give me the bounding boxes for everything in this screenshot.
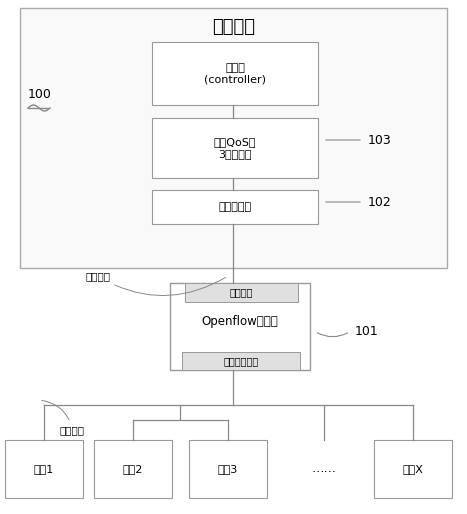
Text: 101: 101 [355,325,379,338]
Text: 100: 100 [28,88,52,101]
Text: Openflow交换机: Openflow交换机 [202,315,278,328]
Bar [152,42,318,105]
Text: 102: 102 [368,195,392,209]
Text: 控制器
(controller): 控制器 (controller) [204,63,266,84]
Bar [189,440,267,498]
Text: 管理端口: 管理端口 [230,287,253,298]
Bar [20,8,447,268]
Bar [152,190,318,224]
Text: 支持QoS的
3层交换机: 支持QoS的 3层交换机 [214,137,256,159]
Bar [94,440,172,498]
Bar [182,352,300,370]
Bar [5,440,83,498]
Text: 控制通道: 控制通道 [85,271,226,296]
Bar [374,440,452,498]
Text: 103: 103 [368,134,392,146]
Text: 终煀1: 终煀1 [34,464,54,474]
Text: 终煀2: 终煀2 [123,464,143,474]
Text: 数据通道: 数据通道 [42,400,85,435]
Bar [185,283,298,302]
Bar [170,283,310,370]
Text: 多个业务端口: 多个业务端口 [223,356,259,366]
Text: 控制网络: 控制网络 [212,18,255,36]
Bar [152,118,318,178]
Text: 终煀X: 终煀X [403,464,424,474]
Text: ……: …… [311,463,337,475]
Text: 终煀3: 终煀3 [218,464,238,474]
Text: 应用服务器: 应用服务器 [219,202,252,212]
